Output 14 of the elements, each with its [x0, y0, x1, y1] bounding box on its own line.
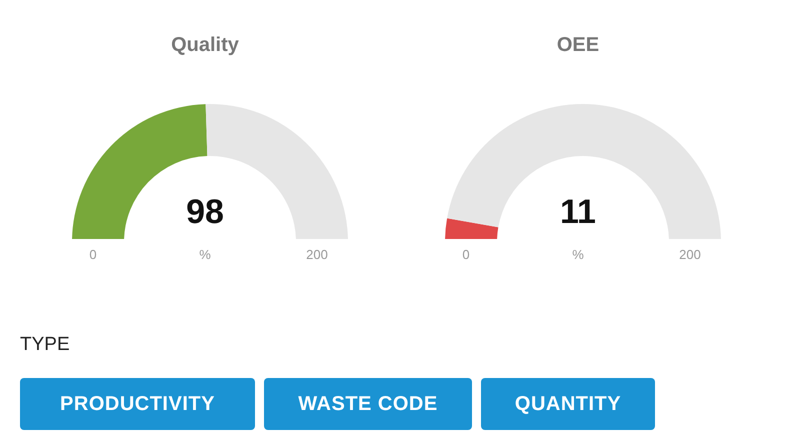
text: %: [198, 247, 212, 262]
button[interactable]: PRODUCTIVITY: [20, 378, 255, 430]
button[interactable]: QUANTITY: [481, 378, 655, 430]
chart-title: OEE: [556, 34, 600, 57]
chart-title: Quality: [170, 34, 240, 57]
text: 0: [88, 247, 98, 262]
text: 200: [305, 247, 329, 262]
text: 98: [185, 193, 225, 232]
text: 11: [559, 193, 597, 232]
text: TYPE: [20, 334, 70, 356]
button[interactable]: WASTE CODE: [264, 378, 472, 430]
text: %: [571, 247, 585, 262]
text: 200: [678, 247, 702, 262]
text: 0: [461, 247, 471, 262]
